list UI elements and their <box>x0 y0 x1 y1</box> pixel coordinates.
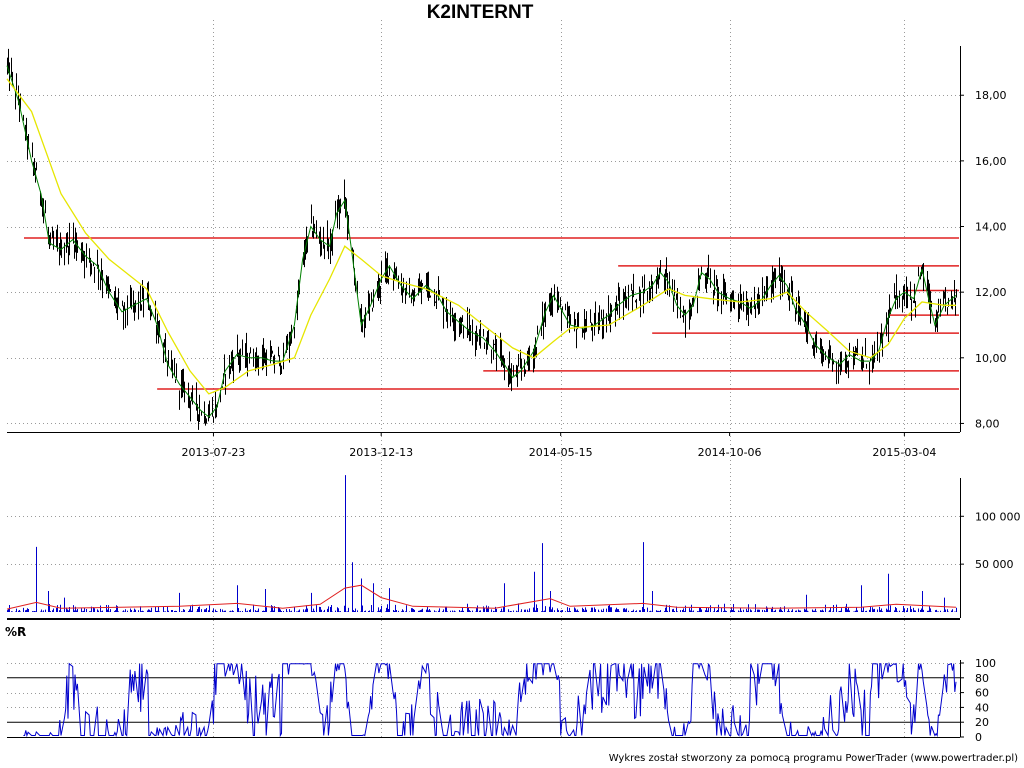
price-series <box>6 48 957 430</box>
x-tick-label: 2013-07-23 <box>181 446 245 459</box>
volume-tick-label: 50 000 <box>975 558 1014 571</box>
axes <box>7 46 961 738</box>
oscillator-tick-label: 60 <box>975 687 989 700</box>
tick-labels: 2013-07-23 2013-12-13 2014-05-15 2014-10-06… <box>181 89 1020 744</box>
oscillator-tick-label: 100 <box>975 657 996 670</box>
x-tick-label: 2014-05-15 <box>529 446 593 459</box>
close-line <box>6 65 957 418</box>
oscillator-tick-label: 0 <box>975 731 982 744</box>
volume-average-line <box>6 584 957 610</box>
price-tick-label: 18,00 <box>975 89 1007 102</box>
oscillator-tick-label: 80 <box>975 672 989 685</box>
oscillator-title: %R <box>5 625 26 639</box>
price-tick-label: 10,00 <box>975 352 1007 365</box>
price-tick-label: 8,00 <box>975 417 1000 430</box>
chart-title: K2INTERNT <box>426 2 534 23</box>
footer-credit: Wykres został stworzony za pomocą progra… <box>608 753 1018 764</box>
grid-lines <box>7 20 960 737</box>
williams-r-series <box>7 661 960 738</box>
price-tick-label: 16,00 <box>975 155 1007 168</box>
support-resistance-levels <box>24 237 959 390</box>
volume-tick-label: 100 000 <box>975 510 1021 523</box>
x-tick-label: 2015-03-04 <box>872 446 936 459</box>
x-tick-label: 2014-10-06 <box>698 446 762 459</box>
moving-average-line <box>6 78 956 395</box>
x-tick-label: 2013-12-13 <box>349 446 413 459</box>
oscillator-tick-label: 20 <box>975 716 989 729</box>
price-tick-label: 14,00 <box>975 221 1007 234</box>
oscillator-tick-label: 40 <box>975 701 989 714</box>
williams-r-line <box>23 661 957 738</box>
volume-series <box>6 475 957 612</box>
price-tick-label: 12,00 <box>975 286 1007 299</box>
